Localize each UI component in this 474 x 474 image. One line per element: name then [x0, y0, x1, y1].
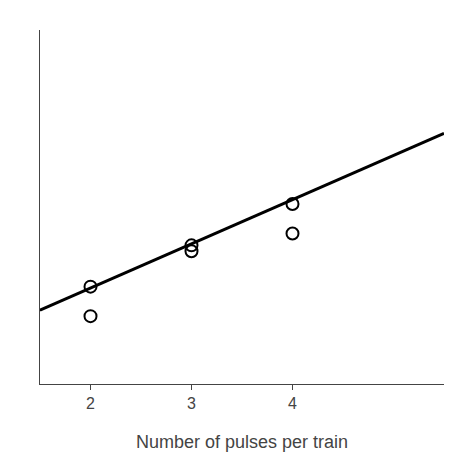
- svg-text:2: 2: [86, 395, 95, 412]
- svg-text:4: 4: [288, 395, 297, 412]
- svg-text:3: 3: [187, 395, 196, 412]
- svg-text:Number of pulses per train: Number of pulses per train: [136, 432, 348, 452]
